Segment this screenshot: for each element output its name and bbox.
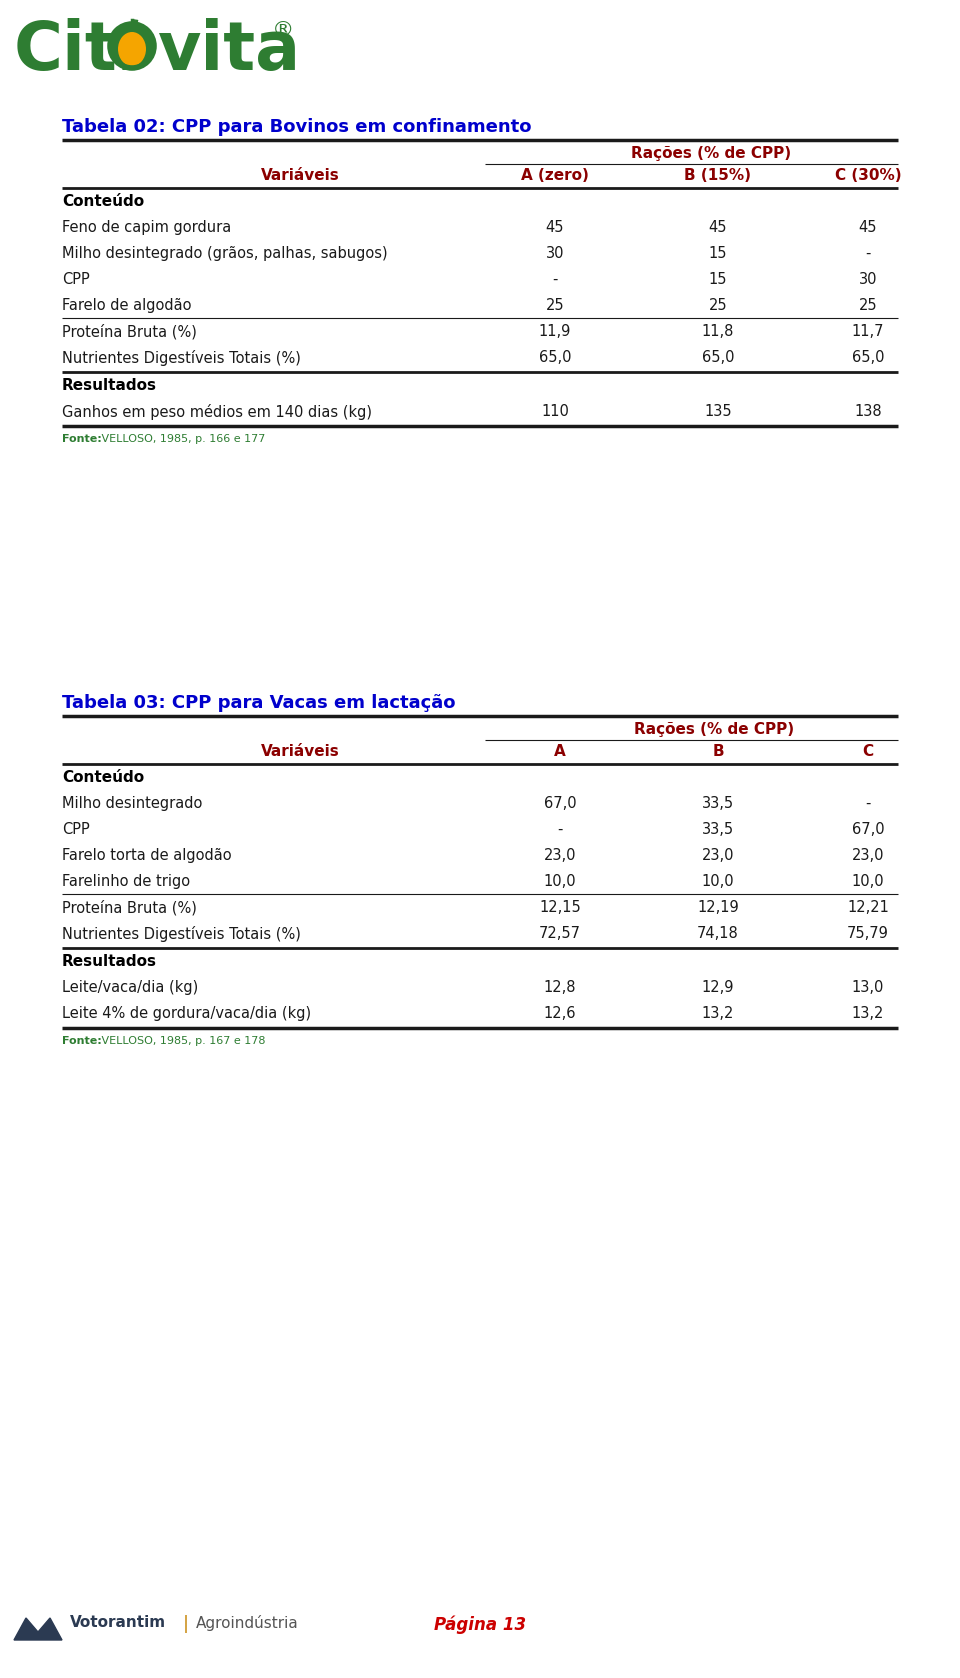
Text: Proteína Bruta (%): Proteína Bruta (%) [62, 324, 197, 339]
Text: 45: 45 [859, 220, 877, 235]
Text: CPP: CPP [62, 822, 89, 837]
Text: 138: 138 [854, 404, 882, 420]
Text: 13,2: 13,2 [852, 1007, 884, 1020]
Text: Rações (% de CPP): Rações (% de CPP) [634, 722, 794, 737]
Text: 13,0: 13,0 [852, 980, 884, 995]
Circle shape [110, 23, 154, 69]
Text: Feno de capim gordura: Feno de capim gordura [62, 220, 231, 235]
Text: Rações (% de CPP): Rações (% de CPP) [631, 146, 791, 161]
Text: 12,9: 12,9 [702, 980, 734, 995]
Text: 11,8: 11,8 [702, 324, 734, 339]
Text: 65,0: 65,0 [852, 351, 884, 366]
Text: 23,0: 23,0 [543, 847, 576, 862]
Text: 67,0: 67,0 [852, 822, 884, 837]
Text: -: - [552, 272, 558, 287]
Text: Milho desintegrado: Milho desintegrado [62, 795, 203, 810]
Text: 15: 15 [708, 272, 728, 287]
Text: 23,0: 23,0 [852, 847, 884, 862]
Text: 12,15: 12,15 [540, 899, 581, 915]
Polygon shape [14, 1618, 62, 1639]
Text: Nutrientes Digestíveis Totais (%): Nutrientes Digestíveis Totais (%) [62, 926, 300, 941]
Text: Proteína Bruta (%): Proteína Bruta (%) [62, 899, 197, 916]
Text: Milho desintegrado (grãos, palhas, sabugos): Milho desintegrado (grãos, palhas, sabug… [62, 247, 388, 262]
Text: Fonte:: Fonte: [62, 1035, 102, 1045]
Text: VELLOSO, 1985, p. 167 e 178: VELLOSO, 1985, p. 167 e 178 [98, 1035, 266, 1045]
Text: 23,0: 23,0 [702, 847, 734, 862]
Text: 10,0: 10,0 [852, 874, 884, 889]
Text: B (15%): B (15%) [684, 168, 752, 183]
Text: 135: 135 [705, 404, 732, 420]
Text: Conteúdo: Conteúdo [62, 770, 144, 785]
Text: 12,8: 12,8 [543, 980, 576, 995]
Text: Farelo de algodão: Farelo de algodão [62, 299, 191, 314]
Text: C: C [862, 743, 874, 758]
Text: Votorantim: Votorantim [70, 1614, 166, 1629]
Text: 30: 30 [545, 247, 564, 262]
Text: Farelo torta de algodão: Farelo torta de algodão [62, 847, 231, 862]
Text: 11,9: 11,9 [539, 324, 571, 339]
Text: 65,0: 65,0 [702, 351, 734, 366]
Text: 65,0: 65,0 [539, 351, 571, 366]
Text: 12,19: 12,19 [697, 899, 739, 915]
Text: 74,18: 74,18 [697, 926, 739, 941]
Text: A: A [554, 743, 565, 758]
Text: Variáveis: Variáveis [260, 168, 340, 183]
Text: 45: 45 [545, 220, 564, 235]
Text: 13,2: 13,2 [702, 1007, 734, 1020]
Text: Resultados: Resultados [62, 378, 157, 393]
Text: Resultados: Resultados [62, 955, 157, 968]
Text: 45: 45 [708, 220, 728, 235]
Text: Página 13: Página 13 [434, 1614, 526, 1633]
Text: 12,21: 12,21 [847, 899, 889, 915]
Text: B: B [712, 743, 724, 758]
Text: Agroindústria: Agroindústria [196, 1614, 299, 1631]
Text: -: - [558, 822, 563, 837]
Text: 10,0: 10,0 [702, 874, 734, 889]
Text: 10,0: 10,0 [543, 874, 576, 889]
Text: Nutrientes Digestíveis Totais (%): Nutrientes Digestíveis Totais (%) [62, 351, 300, 366]
Text: 33,5: 33,5 [702, 795, 734, 810]
Text: 15: 15 [708, 247, 728, 262]
Text: A (zero): A (zero) [521, 168, 588, 183]
Text: Leite/vaca/dia (kg): Leite/vaca/dia (kg) [62, 980, 199, 995]
Text: Ganhos em peso médios em 140 dias (kg): Ganhos em peso médios em 140 dias (kg) [62, 404, 372, 420]
Text: CPP: CPP [62, 272, 89, 287]
Text: -: - [865, 247, 871, 262]
Ellipse shape [118, 32, 146, 65]
Text: Leite 4% de gordura/vaca/dia (kg): Leite 4% de gordura/vaca/dia (kg) [62, 1007, 311, 1020]
Text: -: - [865, 795, 871, 810]
FancyArrowPatch shape [132, 20, 137, 25]
Text: vita: vita [158, 18, 301, 84]
Text: Citr: Citr [14, 18, 151, 84]
Text: 12,6: 12,6 [543, 1007, 576, 1020]
Text: 67,0: 67,0 [543, 795, 576, 810]
Text: Variáveis: Variáveis [260, 743, 340, 758]
Text: 11,7: 11,7 [852, 324, 884, 339]
Text: 25: 25 [708, 299, 728, 314]
Text: Farelinho de trigo: Farelinho de trigo [62, 874, 190, 889]
Text: 30: 30 [859, 272, 877, 287]
Text: ®: ® [272, 20, 295, 40]
Text: VELLOSO, 1985, p. 166 e 177: VELLOSO, 1985, p. 166 e 177 [98, 435, 265, 445]
Text: Conteúdo: Conteúdo [62, 195, 144, 210]
Text: Tabela 02: CPP para Bovinos em confinamento: Tabela 02: CPP para Bovinos em confiname… [62, 117, 532, 136]
Text: C (30%): C (30%) [834, 168, 901, 183]
Text: Fonte:: Fonte: [62, 435, 102, 445]
Text: 25: 25 [858, 299, 877, 314]
Text: 75,79: 75,79 [847, 926, 889, 941]
Text: 72,57: 72,57 [539, 926, 581, 941]
Text: Tabela 03: CPP para Vacas em lactação: Tabela 03: CPP para Vacas em lactação [62, 695, 455, 711]
Text: |: | [183, 1614, 189, 1633]
Text: 33,5: 33,5 [702, 822, 734, 837]
Text: 25: 25 [545, 299, 564, 314]
Text: 110: 110 [541, 404, 569, 420]
